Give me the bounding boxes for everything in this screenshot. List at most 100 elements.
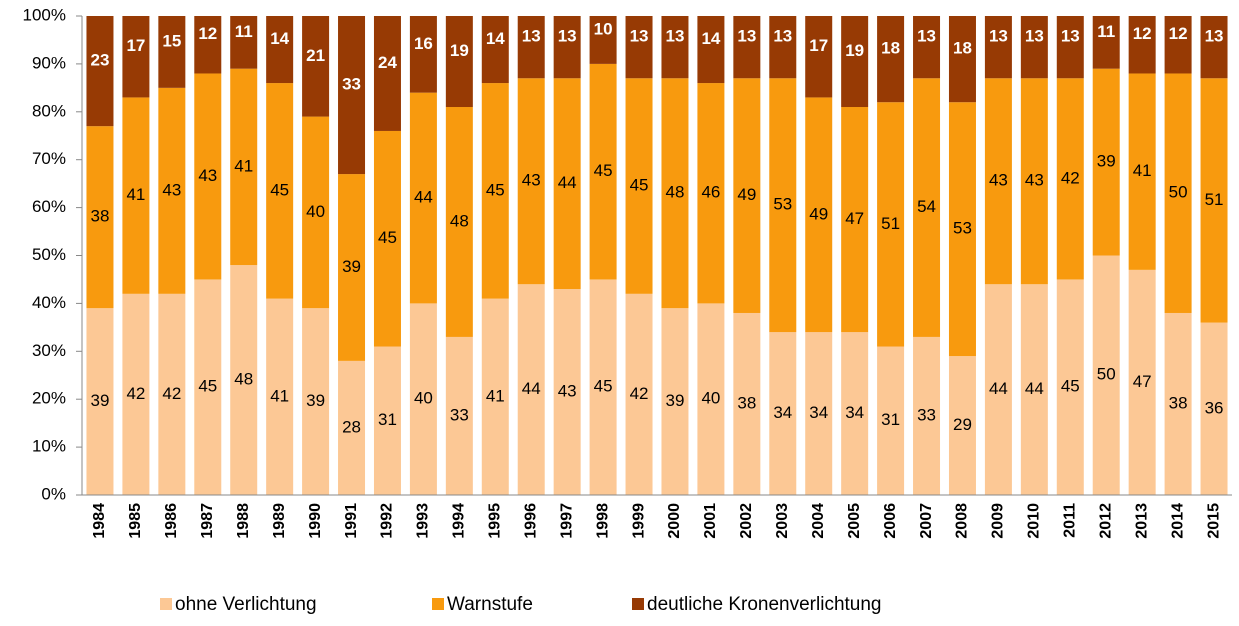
x-tick-label: 1988 bbox=[235, 503, 252, 539]
x-tick-label: 2002 bbox=[738, 503, 755, 539]
bar-segment bbox=[877, 102, 905, 347]
bar-segment bbox=[230, 265, 258, 495]
value-label: 13 bbox=[989, 27, 1008, 46]
x-tick-label: 2014 bbox=[1169, 503, 1186, 539]
bar-segment bbox=[1200, 322, 1228, 495]
value-label: 42 bbox=[162, 384, 181, 403]
bar-segment bbox=[1200, 16, 1228, 79]
bar-segment bbox=[805, 332, 833, 495]
bar-segment bbox=[1200, 78, 1228, 323]
bar-segment bbox=[481, 16, 509, 84]
bar-segment bbox=[1092, 255, 1120, 495]
bar-segment bbox=[409, 92, 437, 304]
bar-segment bbox=[194, 279, 222, 495]
bar-segment bbox=[733, 16, 761, 79]
value-label: 41 bbox=[126, 185, 145, 204]
bar-segment bbox=[373, 346, 401, 495]
value-label: 13 bbox=[737, 27, 756, 46]
bar-segment bbox=[625, 293, 653, 495]
value-label: 41 bbox=[486, 386, 505, 405]
value-label: 39 bbox=[1097, 152, 1116, 171]
value-label: 10 bbox=[594, 19, 613, 38]
value-label: 13 bbox=[917, 27, 936, 46]
bar-segment bbox=[697, 16, 725, 84]
value-label: 14 bbox=[270, 29, 289, 48]
x-tick-label: 1986 bbox=[163, 503, 180, 539]
value-label: 38 bbox=[91, 207, 110, 226]
bar-segment bbox=[805, 97, 833, 333]
y-tick-label: 60% bbox=[32, 197, 66, 216]
value-label: 48 bbox=[666, 183, 685, 202]
value-label: 16 bbox=[414, 34, 433, 53]
value-label: 13 bbox=[630, 27, 649, 46]
bar-segment bbox=[984, 16, 1012, 79]
value-label: 44 bbox=[989, 379, 1008, 398]
value-label: 23 bbox=[91, 51, 110, 70]
bar-segment bbox=[122, 97, 150, 294]
bar-segment bbox=[984, 78, 1012, 285]
y-tick-label: 10% bbox=[32, 437, 66, 456]
value-label: 50 bbox=[1097, 365, 1116, 384]
value-label: 31 bbox=[378, 410, 397, 429]
value-label: 39 bbox=[342, 257, 361, 276]
bar-segment bbox=[948, 356, 976, 495]
value-label: 13 bbox=[1061, 27, 1080, 46]
bar-segment bbox=[338, 16, 366, 175]
value-label: 50 bbox=[1169, 183, 1188, 202]
bar-segment bbox=[266, 16, 294, 84]
y-tick-label: 40% bbox=[32, 293, 66, 312]
value-label: 13 bbox=[773, 27, 792, 46]
x-tick-label: 2013 bbox=[1133, 503, 1150, 539]
bar-segment bbox=[805, 16, 833, 98]
bar-segment bbox=[625, 78, 653, 294]
bar-segment bbox=[517, 78, 545, 285]
bar-segment bbox=[913, 336, 941, 495]
x-tick-label: 1992 bbox=[379, 503, 396, 539]
x-tick-label: 1989 bbox=[271, 503, 288, 539]
bar-segment bbox=[841, 107, 869, 333]
bar-segment bbox=[1092, 16, 1120, 69]
value-label: 40 bbox=[414, 389, 433, 408]
bar-segment bbox=[589, 63, 617, 280]
bar-segment bbox=[338, 360, 366, 495]
legend-label: deutliche Kronenverlichtung bbox=[647, 594, 882, 615]
bar-segment bbox=[697, 83, 725, 304]
bar-segment bbox=[769, 332, 797, 495]
x-tick-label: 2012 bbox=[1097, 503, 1114, 539]
value-label: 49 bbox=[809, 204, 828, 223]
value-label: 21 bbox=[306, 46, 325, 65]
x-tick-label: 1990 bbox=[307, 503, 324, 539]
y-tick-label: 100% bbox=[23, 5, 66, 24]
value-label: 17 bbox=[809, 36, 828, 55]
bar-segment bbox=[1128, 16, 1156, 74]
value-label: 41 bbox=[1133, 161, 1152, 180]
bar-segment bbox=[158, 16, 186, 88]
x-tick-label: 2015 bbox=[1205, 503, 1222, 539]
bar-segment bbox=[841, 332, 869, 495]
value-label: 17 bbox=[126, 36, 145, 55]
bar-segment bbox=[86, 16, 114, 127]
y-tick-label: 20% bbox=[32, 389, 66, 408]
value-label: 43 bbox=[162, 180, 181, 199]
value-label: 39 bbox=[91, 391, 110, 410]
bar-segment bbox=[913, 16, 941, 79]
value-label: 36 bbox=[1205, 398, 1224, 417]
bar-segment bbox=[445, 107, 473, 337]
value-label: 48 bbox=[234, 370, 253, 389]
value-label: 43 bbox=[558, 381, 577, 400]
bar-segment bbox=[373, 130, 401, 347]
bar-segment bbox=[338, 174, 366, 361]
bar-segment bbox=[1164, 73, 1192, 313]
x-tick-label: 2007 bbox=[918, 503, 935, 539]
bar-segment bbox=[194, 73, 222, 280]
value-label: 14 bbox=[486, 29, 505, 48]
bar-segment bbox=[877, 16, 905, 103]
bar-segment bbox=[302, 308, 330, 495]
value-label: 44 bbox=[1025, 379, 1044, 398]
bar-segment bbox=[158, 87, 186, 294]
value-label: 34 bbox=[809, 403, 828, 422]
bar-segment bbox=[158, 293, 186, 495]
x-tick-label: 2003 bbox=[774, 503, 791, 539]
legend-label: ohne Verlichtung bbox=[175, 594, 317, 615]
value-label: 34 bbox=[773, 403, 792, 422]
